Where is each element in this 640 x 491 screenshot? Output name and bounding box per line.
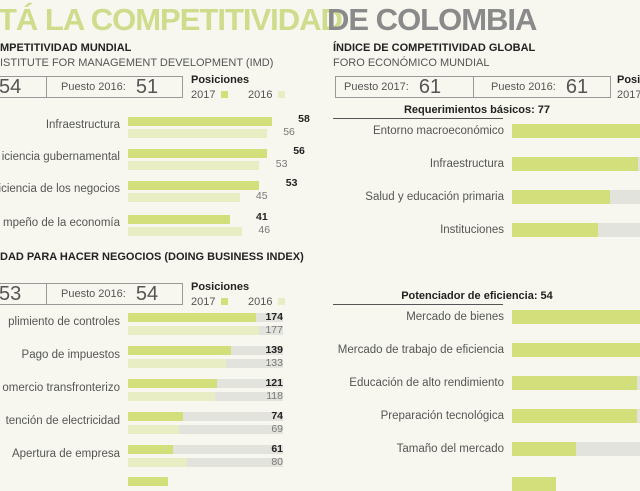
group-title: Potenciador de eficiencia: 54 [401,290,553,302]
category-label: Salud y educación primaria [365,191,504,203]
group-divider [333,304,503,305]
category-label: Preparación tecnológica [380,410,504,422]
value-2016: 45 [255,190,268,202]
bar-2017 [512,157,638,171]
bar-2017 [512,310,640,324]
bar-2017 [128,346,231,355]
imd-rank-2016: Puesto 2016: 51 [46,76,183,98]
value-2016: 46 [258,224,271,236]
group-title: Requerimientos básicos: 77 [403,104,551,116]
value-2016: 133 [265,357,283,369]
category-label: Apertura de empresa [11,448,120,460]
bar-2017 [128,477,168,486]
bar-2017 [512,442,576,456]
bar-2016 [128,425,179,434]
bar-2017 [128,445,174,454]
value-2017: 41 [255,211,268,223]
category-label: plimiento de controles [8,316,120,328]
category-label: Entorno macroeconómico [372,125,504,137]
bar-2017 [512,409,637,423]
category-label: mpeño de la economía [3,217,120,229]
value-2017: 139 [265,344,283,356]
bar-2016 [128,193,240,202]
imd-legend-title: Posiciones [191,74,250,86]
bar-2017 [128,149,267,158]
bar-2017 [128,412,183,421]
gci-legend-title: Posi [617,74,640,86]
category-label: Infraestructura [429,158,504,170]
gci-title: ÍNDICE DE COMPETITIVIDAD GLOBAL [333,42,536,54]
db-rank-2016: Puesto 2016: 54 [46,283,183,305]
bar-2016 [128,129,267,138]
gci-rank-2017: Puesto 2017: 61 [335,76,474,98]
value-2017: 56 [293,145,305,157]
db-legend-2016: 2016 [248,296,286,308]
db-title: DAD PARA HACER NEGOCIOS (DOING BUSINESS … [0,251,304,263]
value-2016: 80 [271,456,283,468]
category-label: omercio transfronterizo [2,382,120,394]
gci-rank-2016: Puesto 2016: 61 [473,76,611,98]
category-label: Instituciones [440,224,504,236]
category-label: iciencia de los negocios [0,183,120,195]
value-2017: 53 [285,177,298,189]
db-legend-title: Posiciones [191,281,250,293]
gci-subtitle: FORO ECONÓMICO MUNDIAL [333,57,490,69]
bar-2017 [512,190,610,204]
value-2017: 61 [271,443,283,455]
bar-2016 [128,392,216,401]
db-legend-2017: 2017 [191,296,229,308]
bar-2017 [128,215,230,224]
bar-2017 [512,223,598,237]
category-label: Infraestructura [45,119,120,131]
gci-legend-2017: 2017 [617,89,640,101]
bar-2017 [512,124,640,138]
bar-2016 [128,161,260,170]
bar-2017 [128,117,272,126]
bar-2016 [128,227,243,236]
bar-track [128,445,283,454]
title-part1: TÁ LA COMPETITIVIDAD [0,2,343,37]
bar-2016 [128,359,227,368]
bar-2017 [512,343,640,357]
category-label: Tamaño del mercado [396,443,504,455]
category-label: Mercado de bienes [406,311,504,323]
value-2017: 121 [265,377,283,389]
db-rank-2017: 53 [0,283,47,305]
bar-2017 [128,313,257,322]
bar-2017 [128,379,218,388]
bar-track [128,425,283,434]
imd-title: MPETITIVIDAD MUNDIAL [0,42,132,54]
imd-legend-2016: 2016 [248,89,286,101]
category-label: Mercado de trabajo de eficiencia [337,344,504,356]
group-divider [333,118,503,119]
category-label: Educación de alto rendimiento [349,377,504,389]
value-2016: 53 [275,158,288,170]
value-2017: 58 [298,113,310,125]
imd-rank-2017: 54 [0,76,47,98]
bar-2017 [512,477,556,491]
title-part2: DE COLOMBIA [327,2,537,37]
category-label: tención de electricidad [5,415,120,427]
bar-2016 [128,458,188,467]
bar-2016 [128,326,259,335]
bar-track [128,458,283,467]
value-2017: 74 [271,410,283,422]
value-2016: 177 [265,324,283,336]
category-label: iciencia gubernamental [1,151,120,163]
imd-legend-2017: 2017 [191,89,229,101]
imd-subtitle: ISTITUTE FOR MANAGEMENT DEVELOPMENT (IMD… [0,57,274,69]
bar-2017 [512,376,637,390]
category-label: Pago de impuestos [21,349,120,361]
value-2016: 56 [283,126,295,138]
value-2017: 174 [265,311,283,323]
value-2016: 118 [266,390,283,402]
bar-track [128,412,283,421]
bar-2017 [128,181,260,190]
value-2016: 69 [271,423,283,435]
